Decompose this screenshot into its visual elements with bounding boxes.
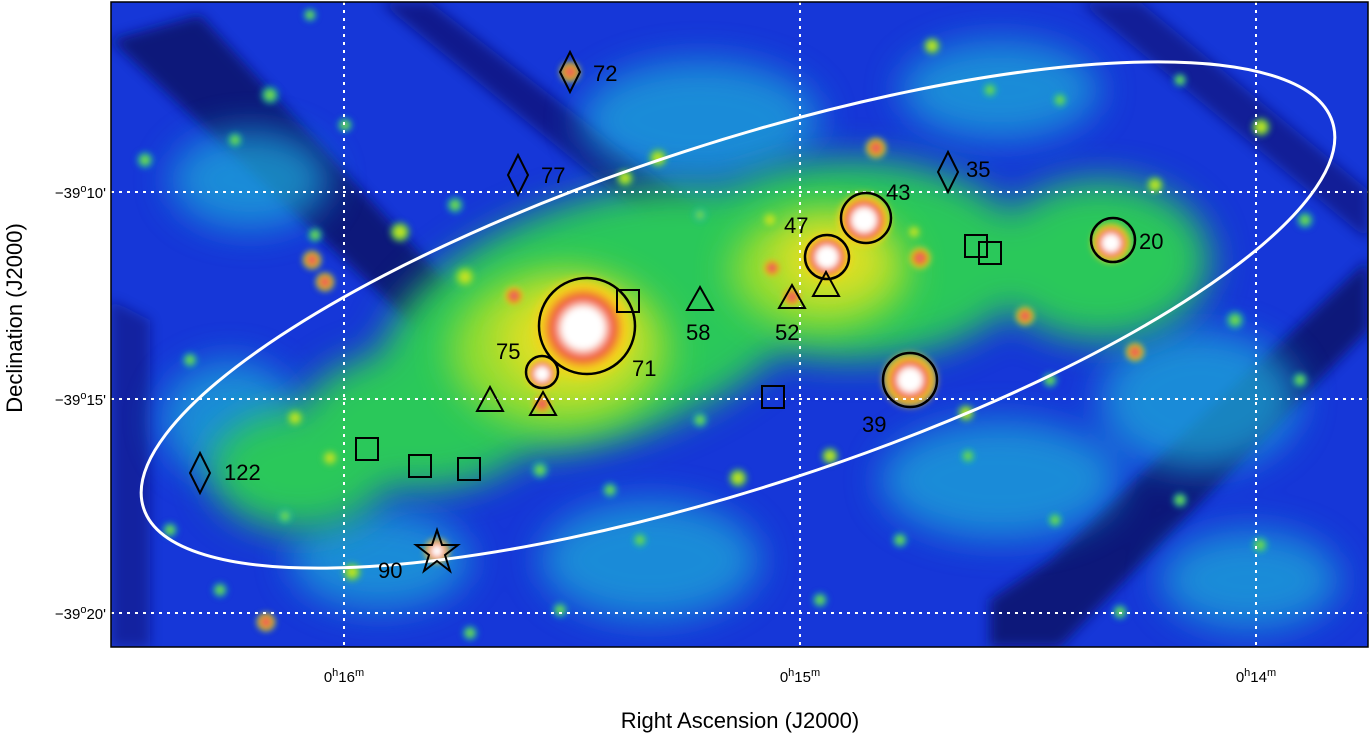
- circle-marker: [1089, 216, 1137, 264]
- triangle-marker: [811, 269, 841, 297]
- circle-markers: [524, 191, 1137, 409]
- diamond-marker: [936, 149, 960, 195]
- source-label-39: 39: [862, 412, 886, 437]
- square-marker: [616, 289, 640, 313]
- circle-marker: [803, 233, 851, 281]
- y-tick-labels: −39o10' −39o15' −39o20': [55, 183, 106, 623]
- source-label-90: 90: [378, 558, 402, 583]
- triangle-marker: [528, 389, 558, 416]
- source-label-72: 72: [593, 61, 617, 86]
- plot-frame: [110, 1, 1369, 648]
- circle-marker: [839, 191, 893, 245]
- star-marker: [413, 526, 461, 574]
- background-sources: [135, 7, 1315, 642]
- source-label-58: 58: [686, 320, 710, 345]
- y-tick-label: −39o10': [55, 183, 106, 202]
- triangle-markers: [475, 269, 841, 416]
- y-tick-label: −39o15': [55, 390, 106, 409]
- y-tick-label: −39o20': [55, 604, 106, 623]
- triangle-marker: [685, 284, 715, 311]
- diamond-marker: [188, 450, 212, 496]
- source-region-ellipse: [139, 60, 1337, 570]
- square-marker: [964, 234, 988, 258]
- x-tick-label: 0h15m: [780, 667, 820, 686]
- source-label-75: 75: [496, 339, 520, 364]
- square-markers: [355, 234, 1002, 481]
- source-labels: 72 77 35 43 47 20 58 52 75 71 39 122 90: [224, 61, 1163, 583]
- square-marker: [978, 241, 1002, 265]
- y-axis-title: Declination (J2000): [2, 223, 27, 413]
- xray-image: [111, 2, 1368, 647]
- source-label-77: 77: [541, 163, 565, 188]
- triangle-marker: [475, 384, 505, 412]
- source-label-43: 43: [886, 180, 910, 205]
- diamond-marker: [506, 152, 530, 198]
- x-tick-label: 0h14m: [1236, 667, 1276, 686]
- x-tick-label: 0h16m: [324, 667, 364, 686]
- diamond-marker: [558, 49, 582, 95]
- coordinate-grid: [111, 2, 1368, 647]
- triangle-marker: [777, 282, 807, 309]
- circle-marker: [881, 351, 939, 409]
- square-marker: [355, 437, 379, 461]
- square-marker: [761, 385, 785, 409]
- source-label-20: 20: [1139, 229, 1163, 254]
- source-label-35: 35: [966, 157, 990, 182]
- x-axis-title: Right Ascension (J2000): [621, 708, 859, 733]
- source-label-122: 122: [224, 460, 261, 485]
- source-label-52: 52: [775, 320, 799, 345]
- diamond-markers: [188, 49, 960, 496]
- x-tick-labels: 0h16m 0h15m 0h14m: [324, 667, 1276, 686]
- circle-marker: [537, 276, 637, 376]
- circle-marker: [524, 354, 560, 390]
- source-label-71: 71: [632, 356, 656, 381]
- source-label-47: 47: [784, 213, 808, 238]
- square-marker: [408, 454, 432, 478]
- square-marker: [457, 457, 481, 481]
